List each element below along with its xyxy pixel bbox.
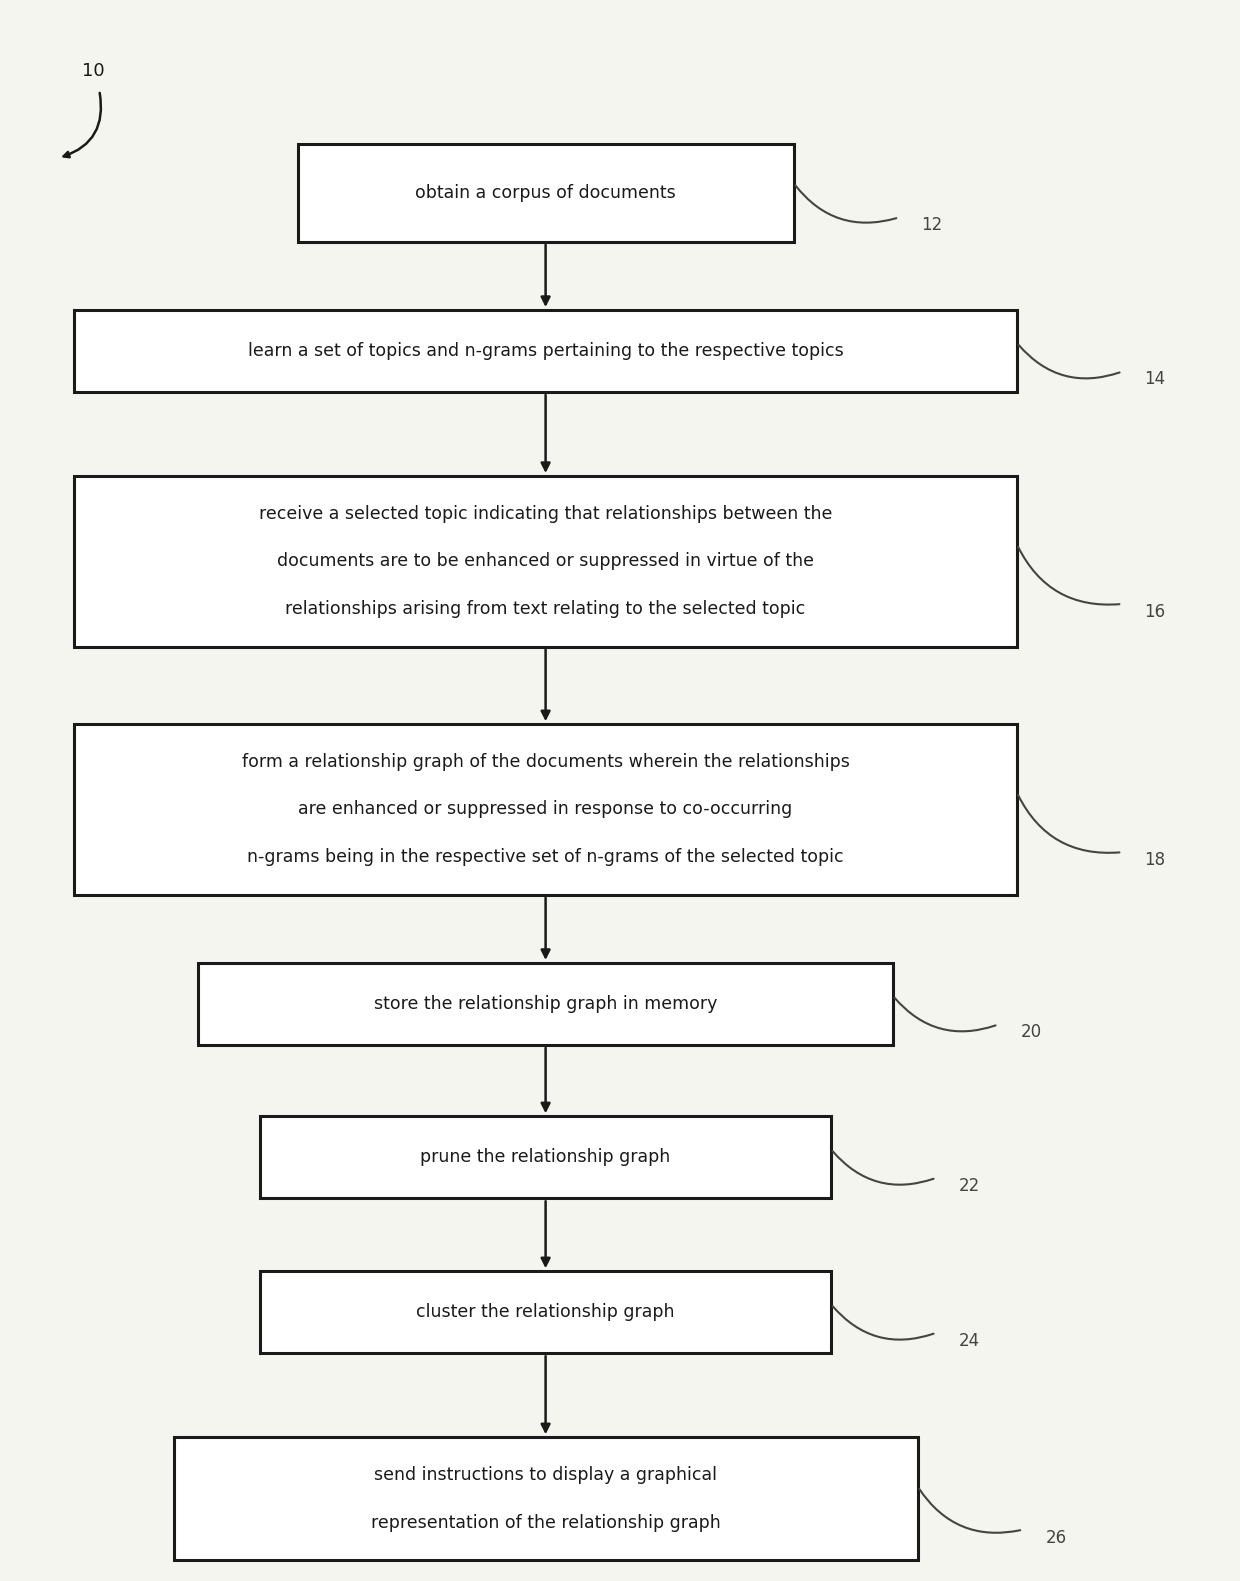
FancyBboxPatch shape — [74, 310, 1017, 392]
Text: 14: 14 — [1145, 370, 1166, 389]
FancyBboxPatch shape — [260, 1271, 831, 1353]
FancyArrowPatch shape — [63, 93, 100, 157]
Text: representation of the relationship graph: representation of the relationship graph — [371, 1513, 720, 1532]
FancyArrowPatch shape — [919, 1489, 1021, 1534]
FancyArrowPatch shape — [894, 998, 996, 1031]
Text: 10: 10 — [82, 62, 104, 81]
Text: 20: 20 — [1021, 1023, 1042, 1042]
Text: documents are to be enhanced or suppressed in virtue of the: documents are to be enhanced or suppress… — [277, 552, 815, 571]
FancyArrowPatch shape — [1018, 547, 1120, 604]
Text: 16: 16 — [1145, 602, 1166, 621]
Text: cluster the relationship graph: cluster the relationship graph — [417, 1303, 675, 1322]
FancyBboxPatch shape — [298, 144, 794, 242]
FancyArrowPatch shape — [832, 1151, 934, 1184]
Text: store the relationship graph in memory: store the relationship graph in memory — [374, 994, 717, 1013]
Text: are enhanced or suppressed in response to co-occurring: are enhanced or suppressed in response t… — [299, 800, 792, 819]
Text: form a relationship graph of the documents wherein the relationships: form a relationship graph of the documen… — [242, 753, 849, 772]
Text: receive a selected topic indicating that relationships between the: receive a selected topic indicating that… — [259, 504, 832, 523]
FancyBboxPatch shape — [198, 963, 893, 1045]
Text: 22: 22 — [959, 1176, 980, 1195]
FancyBboxPatch shape — [260, 1116, 831, 1198]
Text: n-grams being in the respective set of n-grams of the selected topic: n-grams being in the respective set of n… — [247, 847, 844, 866]
FancyArrowPatch shape — [832, 1306, 934, 1339]
FancyBboxPatch shape — [74, 724, 1017, 895]
FancyArrowPatch shape — [1018, 345, 1120, 378]
FancyArrowPatch shape — [1018, 795, 1120, 852]
Text: 24: 24 — [959, 1331, 980, 1350]
FancyBboxPatch shape — [74, 476, 1017, 647]
Text: 26: 26 — [1045, 1529, 1066, 1546]
Text: 12: 12 — [921, 217, 942, 234]
Text: obtain a corpus of documents: obtain a corpus of documents — [415, 183, 676, 202]
Text: send instructions to display a graphical: send instructions to display a graphical — [374, 1466, 717, 1485]
Text: 18: 18 — [1145, 851, 1166, 870]
Text: relationships arising from text relating to the selected topic: relationships arising from text relating… — [285, 599, 806, 618]
Text: learn a set of topics and n-grams pertaining to the respective topics: learn a set of topics and n-grams pertai… — [248, 341, 843, 360]
Text: prune the relationship graph: prune the relationship graph — [420, 1148, 671, 1167]
FancyArrowPatch shape — [795, 185, 897, 223]
FancyBboxPatch shape — [174, 1437, 918, 1560]
